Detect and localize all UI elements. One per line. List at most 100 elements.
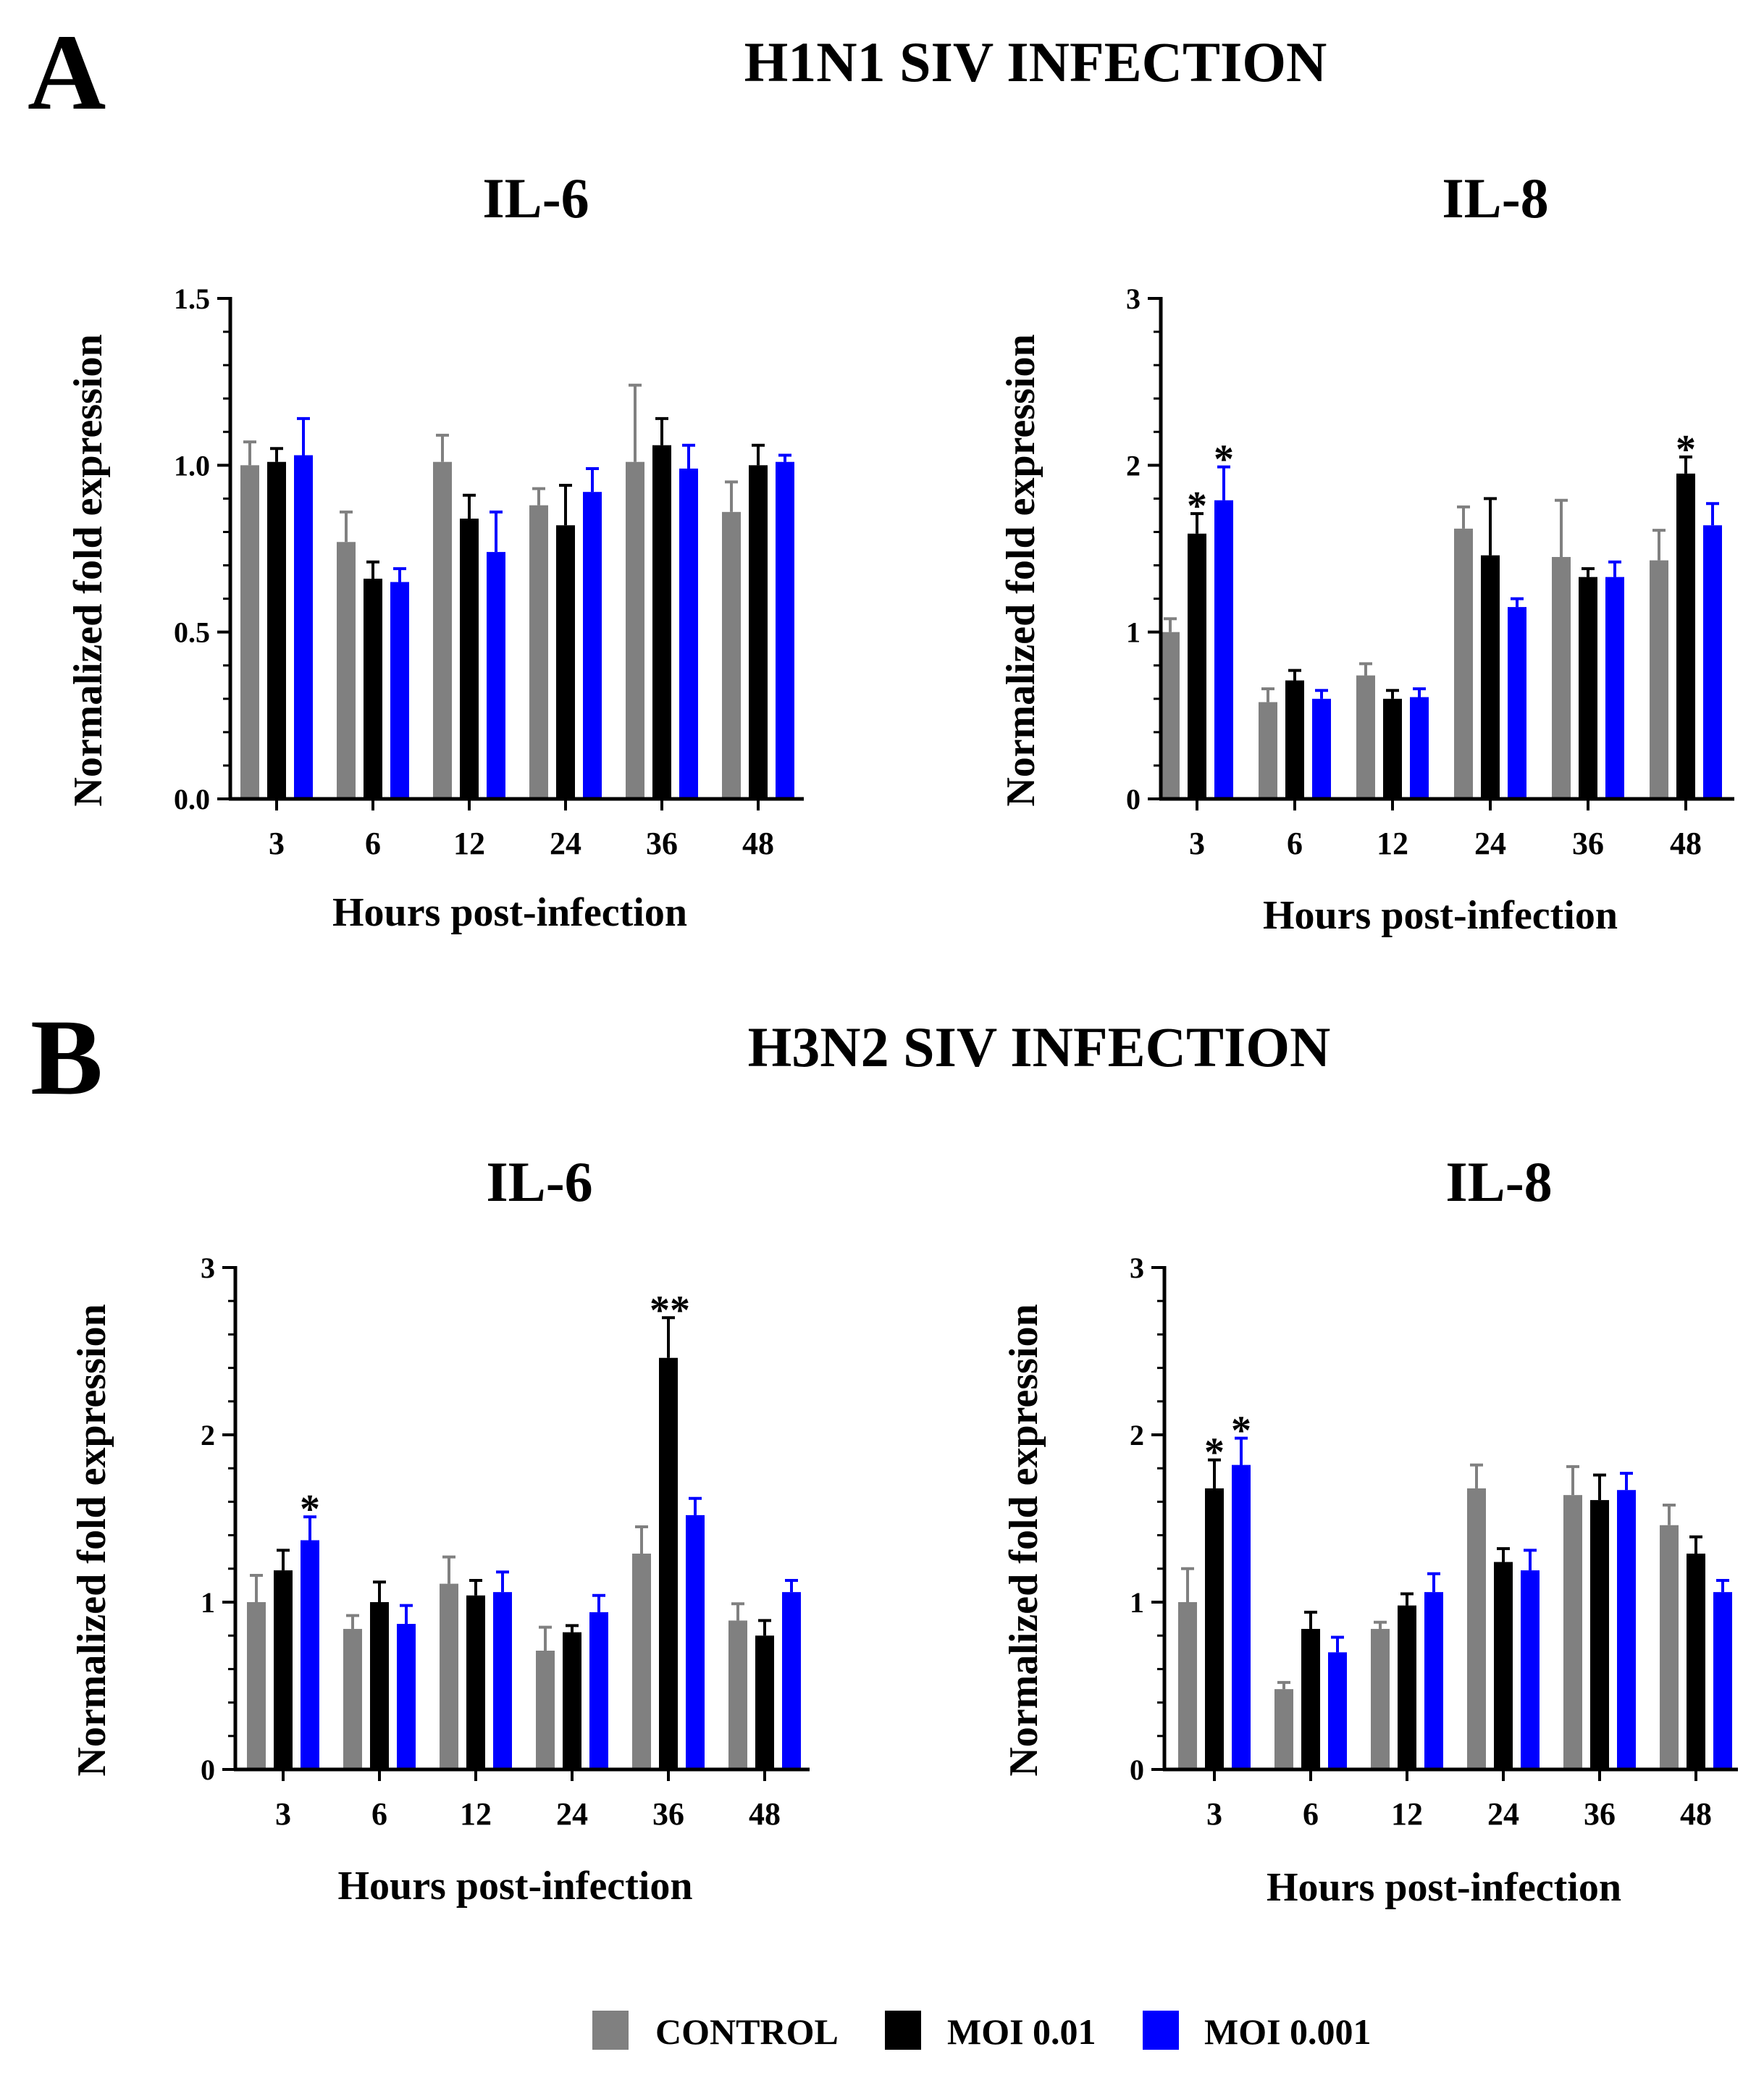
legend-label-moi-0001: MOI 0.001 <box>1204 2011 1372 2052</box>
bar <box>1285 680 1304 799</box>
bar <box>274 1570 293 1769</box>
bar <box>1205 1488 1224 1769</box>
y-tick-label: 0 <box>1126 783 1141 816</box>
x-tick-label: 36 <box>646 826 678 861</box>
y-tick-label: 3 <box>1130 1252 1144 1284</box>
panel-title-b: H3N2 SIV INFECTION <box>748 1015 1331 1078</box>
y-tick-label: 3 <box>201 1252 215 1284</box>
bar <box>370 1602 389 1769</box>
y-axis-label: Normalized fold expression <box>1001 1304 1046 1776</box>
bar <box>1424 1592 1443 1769</box>
x-tick-label: 6 <box>1303 1796 1319 1832</box>
bar <box>1617 1490 1636 1769</box>
bar <box>390 582 409 799</box>
legend-label-control: CONTROL <box>655 2011 839 2052</box>
x-tick-label: 24 <box>1474 826 1506 861</box>
bar <box>679 468 698 799</box>
bar <box>776 461 794 799</box>
y-tick-label: 0 <box>1130 1754 1144 1786</box>
x-tick-label: 6 <box>1287 826 1303 861</box>
x-tick-label: 3 <box>1189 826 1205 861</box>
bar <box>529 505 548 799</box>
chart-title: IL-6 <box>486 1150 592 1213</box>
bar <box>1563 1495 1582 1769</box>
bar <box>1508 607 1526 799</box>
y-tick-label: 2 <box>201 1419 215 1451</box>
y-tick-label: 2 <box>1130 1419 1144 1451</box>
x-tick-label: 3 <box>275 1796 291 1832</box>
y-tick-label: 3 <box>1126 282 1141 315</box>
bar <box>364 578 382 799</box>
bar <box>722 511 741 799</box>
bar <box>1494 1562 1513 1769</box>
x-tick-label: 24 <box>1487 1796 1519 1832</box>
bar <box>1178 1602 1197 1769</box>
x-tick-label: 48 <box>1680 1796 1712 1832</box>
bar <box>1274 1689 1293 1769</box>
bar <box>1214 500 1233 799</box>
bar <box>563 1632 581 1769</box>
y-tick-label: 0 <box>201 1754 215 1786</box>
bar <box>337 542 356 799</box>
significance-marker: * <box>1204 1430 1225 1475</box>
bar <box>1398 1605 1416 1769</box>
chart-b-il6: IL-6 Normalized fold expression Hours post… <box>70 1150 810 1909</box>
significance-marker: * <box>1231 1409 1251 1454</box>
bar <box>1481 555 1500 799</box>
bar <box>301 1540 319 1769</box>
bar <box>240 465 259 799</box>
bar <box>749 465 768 799</box>
significance-marker: * <box>1214 437 1234 482</box>
significance-marker: * <box>1187 484 1207 529</box>
x-axis-label: Hours post-infection <box>1267 1865 1621 1910</box>
bar <box>583 492 602 799</box>
chart-title: IL-8 <box>1445 1150 1552 1213</box>
bar <box>267 461 286 799</box>
bar <box>782 1592 801 1769</box>
bar <box>343 1628 362 1769</box>
bar <box>294 455 313 799</box>
bar <box>1232 1465 1251 1769</box>
bar <box>1259 702 1277 799</box>
y-axis-label: Normalized fold expression <box>66 334 111 806</box>
chart-title: IL-8 <box>1442 167 1548 230</box>
bar <box>1660 1525 1679 1769</box>
y-tick-label: 1 <box>1126 616 1141 649</box>
y-tick-label: 2 <box>1126 449 1141 482</box>
x-tick-label: 6 <box>365 826 381 861</box>
legend-swatch-moi-001 <box>885 2011 921 2050</box>
bar <box>460 519 479 799</box>
bar <box>652 445 671 799</box>
bar <box>1650 560 1668 799</box>
bar <box>728 1620 747 1769</box>
bar <box>556 525 575 799</box>
bar <box>1687 1554 1705 1769</box>
x-tick-label: 12 <box>453 826 485 861</box>
chart-b-il8: IL-8 Normalized fold expression Hours post… <box>1001 1150 1738 1910</box>
chart-title: IL-6 <box>482 167 589 230</box>
bar <box>1676 473 1695 799</box>
x-tick-label: 48 <box>1670 826 1702 861</box>
y-tick-label: 1 <box>201 1586 215 1619</box>
x-tick-label: 3 <box>1206 1796 1222 1832</box>
bar <box>397 1624 416 1769</box>
significance-marker: ** <box>650 1288 690 1333</box>
bar <box>466 1595 485 1769</box>
significance-marker: * <box>1676 427 1696 472</box>
bar <box>536 1650 555 1769</box>
bar <box>659 1357 678 1769</box>
x-tick-label: 36 <box>652 1796 684 1832</box>
x-tick-label: 12 <box>460 1796 492 1832</box>
x-tick-label: 36 <box>1584 1796 1616 1832</box>
y-tick-label: 0.5 <box>174 616 210 649</box>
chart-a-il6: IL-6 Normalized fold expression Hours post… <box>66 167 804 935</box>
panel-title-a: H1N1 SIV INFECTION <box>744 30 1327 93</box>
bar <box>1301 1628 1320 1769</box>
bar <box>1161 632 1180 799</box>
legend-label-moi-001: MOI 0.01 <box>947 2011 1096 2052</box>
y-tick-label: 1.0 <box>174 449 210 482</box>
bar <box>589 1612 608 1769</box>
y-tick-label: 1.5 <box>174 282 210 315</box>
legend-swatch-moi-0001 <box>1143 2011 1179 2050</box>
